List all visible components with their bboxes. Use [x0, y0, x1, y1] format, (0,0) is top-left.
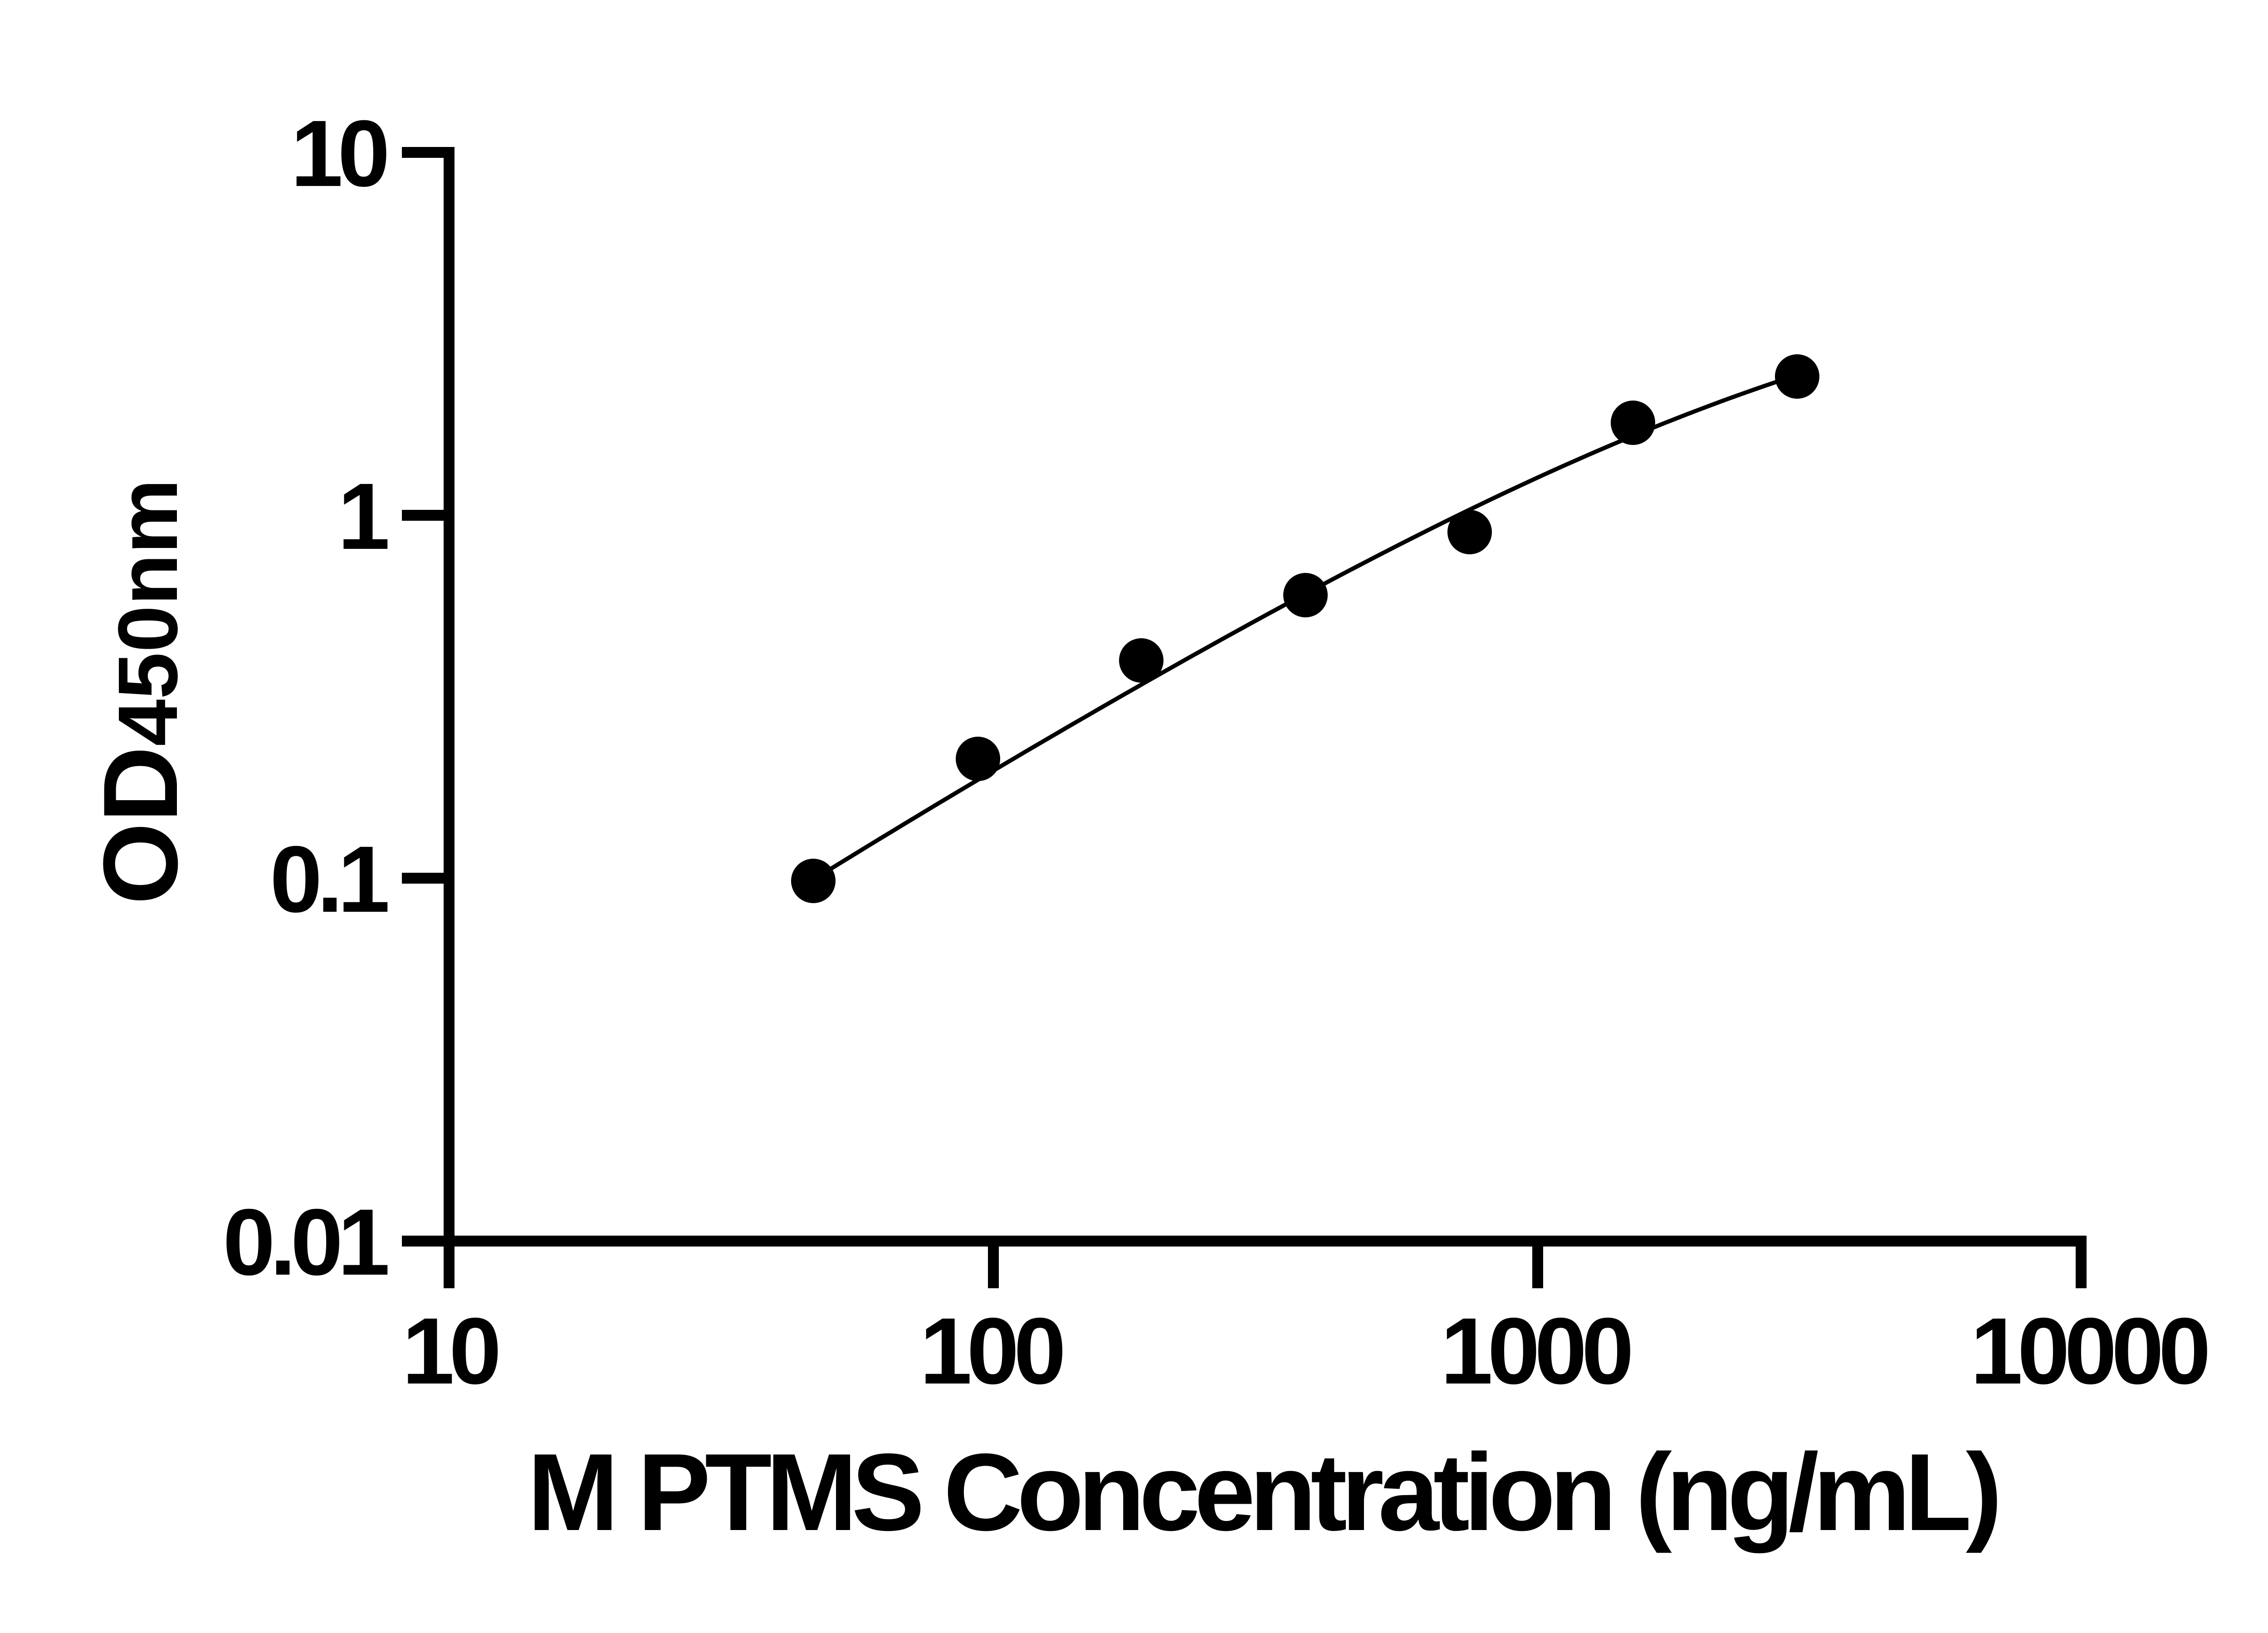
- svg-text:OD450nm: OD450nm: [82, 479, 200, 905]
- svg-text:0.01: 0.01: [223, 1190, 387, 1295]
- svg-text:10: 10: [402, 1299, 498, 1404]
- svg-text:10000: 10000: [1970, 1299, 2208, 1404]
- svg-text:0.1: 0.1: [270, 827, 387, 932]
- svg-text:100: 100: [919, 1299, 1062, 1404]
- svg-text:1000: 1000: [1441, 1299, 1631, 1404]
- svg-text:1: 1: [337, 464, 387, 569]
- svg-text:M PTMS Concentration (ng/mL): M PTMS Concentration (ng/mL): [528, 1431, 1997, 1554]
- svg-text:10: 10: [291, 101, 387, 206]
